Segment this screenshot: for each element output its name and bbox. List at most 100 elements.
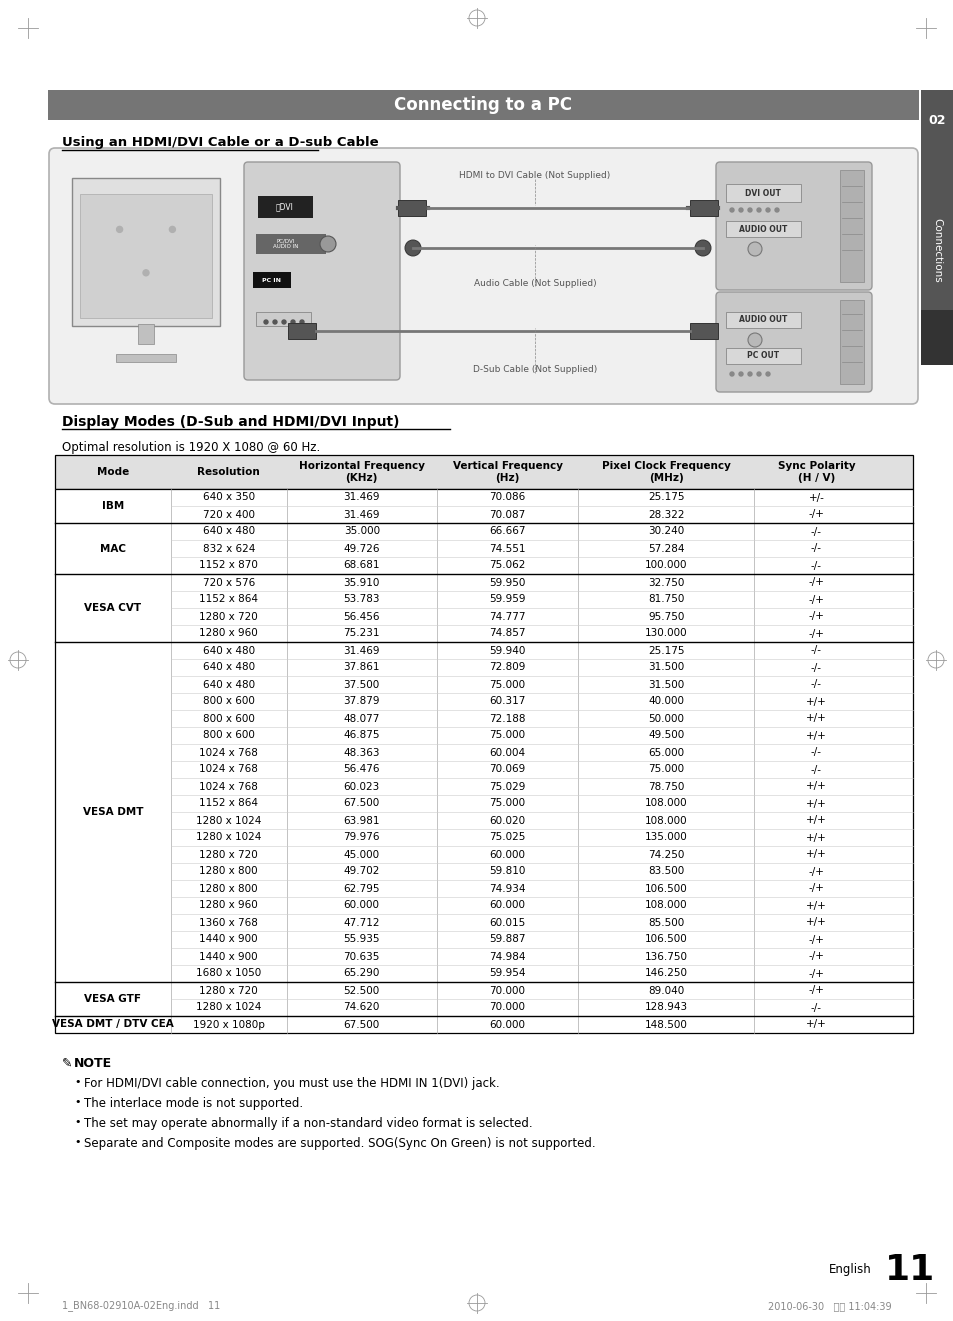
Bar	[725, 184, 801, 202]
Text: +/+: +/+	[805, 849, 826, 860]
Circle shape	[273, 320, 276, 324]
Circle shape	[291, 320, 294, 324]
Text: 75.025: 75.025	[489, 832, 525, 843]
Bar	[55, 540, 912, 557]
Text: 25.175: 25.175	[647, 493, 684, 502]
Circle shape	[747, 207, 751, 211]
Bar	[55, 625, 912, 642]
Text: 60.000: 60.000	[489, 1020, 525, 1029]
Text: 1024 x 768: 1024 x 768	[199, 782, 258, 791]
Text: Optimal resolution is 1920 X 1080 @ 60 Hz.: Optimal resolution is 1920 X 1080 @ 60 H…	[62, 441, 320, 454]
Text: 1280 x 1024: 1280 x 1024	[196, 832, 261, 843]
Bar	[55, 506, 912, 523]
Text: -/+: -/+	[808, 510, 823, 519]
Text: PC IN: PC IN	[262, 277, 281, 283]
Text: -/+: -/+	[808, 612, 823, 621]
Text: 52.500: 52.500	[343, 985, 379, 996]
Text: 640 x 350: 640 x 350	[202, 493, 254, 502]
Text: 25.175: 25.175	[647, 646, 684, 655]
Text: 55.935: 55.935	[343, 934, 379, 945]
Text: +/-: +/-	[808, 493, 823, 502]
Bar	[55, 709, 912, 727]
Text: -/+: -/+	[808, 867, 823, 877]
Text: 50.000: 50.000	[648, 713, 683, 724]
Text: 47.712: 47.712	[343, 918, 379, 927]
Circle shape	[695, 240, 710, 256]
Text: 35.000: 35.000	[343, 527, 379, 536]
Text: 108.000: 108.000	[644, 901, 687, 910]
Text: 37.500: 37.500	[343, 679, 379, 690]
Text: For HDMI/DVI cable connection, you must use the HDMI IN 1(DVI) jack.: For HDMI/DVI cable connection, you must …	[84, 1077, 499, 1090]
Text: +/+: +/+	[805, 1020, 826, 1029]
Text: AUDIO OUT: AUDIO OUT	[738, 225, 786, 234]
Text: Horizontal Frequency
(KHz): Horizontal Frequency (KHz)	[298, 461, 424, 482]
Bar	[55, 897, 912, 914]
Bar	[55, 608, 912, 625]
Bar	[55, 489, 912, 506]
Text: 48.363: 48.363	[343, 748, 379, 757]
Bar	[71, 178, 220, 326]
Text: 59.959: 59.959	[489, 594, 525, 605]
Text: -/+: -/+	[808, 577, 823, 588]
Text: 1680 x 1050: 1680 x 1050	[196, 968, 261, 979]
Circle shape	[747, 333, 761, 347]
Bar	[55, 830, 912, 845]
Text: 108.000: 108.000	[644, 815, 687, 826]
Text: 135.000: 135.000	[644, 832, 687, 843]
Text: DVI OUT: DVI OUT	[744, 189, 781, 198]
Text: 70.000: 70.000	[489, 985, 525, 996]
Text: VESA GTF: VESA GTF	[84, 993, 141, 1004]
Bar	[55, 914, 912, 931]
Text: +/+: +/+	[805, 782, 826, 791]
Bar	[55, 778, 912, 795]
Circle shape	[143, 269, 149, 276]
Text: 75.029: 75.029	[489, 782, 525, 791]
Circle shape	[739, 373, 742, 376]
Text: -/-: -/-	[810, 748, 821, 757]
Text: 74.777: 74.777	[489, 612, 525, 621]
Text: 640 x 480: 640 x 480	[202, 527, 254, 536]
Text: 70.069: 70.069	[489, 765, 525, 774]
Text: 63.981: 63.981	[343, 815, 379, 826]
Text: 148.500: 148.500	[644, 1020, 687, 1029]
Text: 136.750: 136.750	[644, 951, 687, 962]
Text: -/+: -/+	[808, 629, 823, 638]
Text: D-Sub Cable (Not Supplied): D-Sub Cable (Not Supplied)	[473, 366, 597, 374]
Text: 59.810: 59.810	[489, 867, 525, 877]
Circle shape	[739, 207, 742, 211]
Text: 32.750: 32.750	[647, 577, 684, 588]
Text: 79.976: 79.976	[343, 832, 379, 843]
Text: 83.500: 83.500	[647, 867, 683, 877]
Text: -/-: -/-	[810, 543, 821, 553]
Text: 74.250: 74.250	[647, 849, 684, 860]
Text: 02: 02	[928, 114, 945, 127]
Text: 46.875: 46.875	[343, 731, 379, 741]
Text: -/-: -/-	[810, 560, 821, 571]
Text: AUDIO OUT: AUDIO OUT	[738, 316, 786, 325]
Text: 100.000: 100.000	[644, 560, 687, 571]
Text: 59.954: 59.954	[489, 968, 525, 979]
Text: 74.857: 74.857	[489, 629, 525, 638]
FancyBboxPatch shape	[716, 292, 871, 392]
Text: 45.000: 45.000	[343, 849, 379, 860]
Text: PC/DVI
AUDIO IN: PC/DVI AUDIO IN	[273, 239, 298, 250]
Text: 1024 x 768: 1024 x 768	[199, 765, 258, 774]
Text: IBM: IBM	[102, 501, 124, 511]
Text: 85.500: 85.500	[647, 918, 683, 927]
Text: -/+: -/+	[808, 594, 823, 605]
Text: 1280 x 720: 1280 x 720	[199, 985, 258, 996]
Text: 31.469: 31.469	[343, 646, 379, 655]
Text: 1280 x 1024: 1280 x 1024	[196, 1003, 261, 1012]
Bar	[55, 931, 912, 948]
Text: 68.681: 68.681	[343, 560, 379, 571]
Bar	[116, 354, 175, 362]
Text: Pixel Clock Frequency
(MHz): Pixel Clock Frequency (MHz)	[601, 461, 730, 482]
Text: The interlace mode is not supported.: The interlace mode is not supported.	[84, 1096, 303, 1110]
Text: +/+: +/+	[805, 713, 826, 724]
Text: 75.062: 75.062	[489, 560, 525, 571]
Text: PC OUT: PC OUT	[746, 351, 779, 361]
Text: 49.726: 49.726	[343, 543, 379, 553]
Bar	[55, 948, 912, 966]
Text: 40.000: 40.000	[648, 696, 683, 707]
Text: Separate and Composite modes are supported. SOG(Sync On Green) is not supported.: Separate and Composite modes are support…	[84, 1137, 595, 1151]
